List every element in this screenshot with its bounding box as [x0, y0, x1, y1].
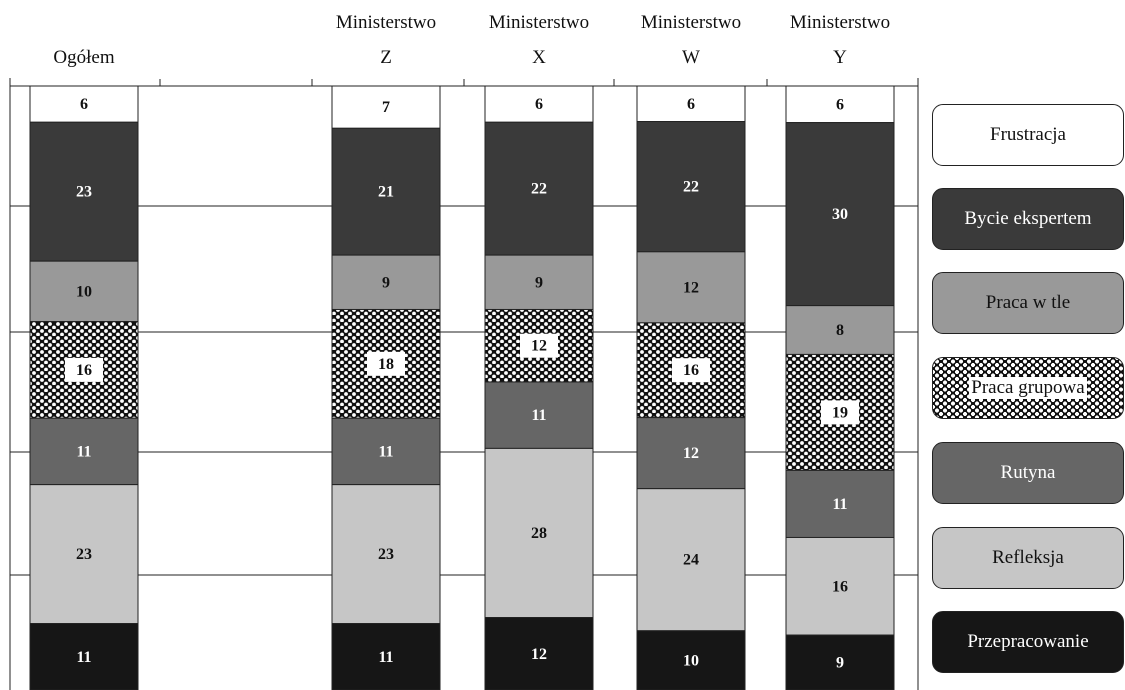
bar-segment-bycie-ekspertem-ogolem	[29, 121, 139, 262]
legend-label: Rutyna	[1000, 462, 1056, 483]
legend-item-refleksja: Refleksja	[932, 527, 1124, 589]
data-label: 18	[378, 356, 394, 373]
bar-segment-bycie-ekspertem-ministerstwo-y	[785, 122, 895, 307]
category-label: W	[682, 47, 700, 68]
data-label: 9	[836, 655, 844, 672]
data-label: 24	[683, 552, 699, 569]
data-label: 9	[382, 274, 390, 291]
legend-item-frustracja: Frustracja	[932, 104, 1124, 166]
bar-segment-przepracowanie-ministerstwo-x	[484, 617, 594, 690]
bar-segment-bycie-ekspertem-ministerstwo-z	[331, 127, 441, 256]
data-label: 23	[76, 546, 92, 563]
bar-segment-refleksja-ministerstwo-w	[636, 488, 746, 632]
category-label: Ministerstwo	[336, 12, 436, 33]
category-label: Y	[833, 47, 847, 68]
bar-segment-rutyna-ministerstwo-z	[331, 417, 441, 486]
data-label: 16	[832, 578, 848, 595]
bar-segment-praca-w-tle-ministerstwo-w	[636, 251, 746, 324]
bar-segment-refleksja-ministerstwo-z	[331, 484, 441, 625]
category-label: Ministerstwo	[790, 12, 890, 33]
data-label: 16	[683, 362, 699, 379]
data-label: 30	[832, 206, 848, 223]
data-label: 22	[531, 181, 547, 198]
category-label: Ministerstwo	[489, 12, 589, 33]
bar-segment-przepracowanie-ministerstwo-w	[636, 630, 746, 690]
bar-segment-praca-w-tle-ministerstwo-x	[484, 254, 594, 310]
data-label: 11	[76, 443, 91, 460]
bar-segment-rutyna-ministerstwo-y	[785, 469, 895, 538]
legend-item-praca-w-tle: Praca w tle	[932, 272, 1124, 334]
data-label-background	[520, 333, 558, 358]
data-label: 11	[531, 407, 546, 424]
legend-label: Praca grupowa	[969, 377, 1087, 399]
bar-segment-refleksja-ogolem	[29, 484, 139, 625]
data-label: 12	[531, 646, 547, 663]
bar-segment-refleksja-ministerstwo-x	[484, 447, 594, 619]
data-label: 12	[531, 338, 547, 355]
bar-segment-rutyna-ogolem	[29, 417, 139, 486]
data-label: 10	[76, 283, 92, 300]
data-label-background	[672, 358, 710, 383]
category-label: X	[532, 47, 546, 68]
category-headers: Ogółem Ministerstwo Z Ministerstwo X Minister…	[53, 12, 890, 68]
bar-segment-przepracowanie-ogolem	[29, 623, 139, 690]
data-label: 21	[378, 184, 394, 201]
data-label: 11	[76, 649, 91, 666]
data-label: 23	[378, 546, 394, 563]
data-label: 9	[535, 274, 543, 291]
data-label: 23	[76, 184, 92, 201]
data-label: 12	[683, 279, 699, 296]
bar-segment-przepracowanie-ministerstwo-y	[785, 634, 895, 690]
data-label: 16	[76, 362, 92, 379]
legend-item-przepracowanie: Przepracowanie	[932, 611, 1124, 673]
data-label-background	[65, 357, 103, 382]
bar-segment-frustracja-ogolem	[29, 85, 139, 123]
data-label: 6	[836, 96, 844, 113]
data-label: 22	[683, 179, 699, 196]
bar-segment-bycie-ekspertem-ministerstwo-w	[636, 121, 746, 253]
legend-item-bycie-ekspertem: Bycie ekspertem	[932, 188, 1124, 250]
gridlines	[9, 78, 919, 690]
data-label: 12	[683, 445, 699, 462]
bar-segment-praca-w-tle-ogolem	[29, 260, 139, 323]
legend-label: Przepracowanie	[967, 631, 1089, 652]
data-label: 8	[836, 322, 844, 339]
bar-segment-frustracja-ministerstwo-y	[785, 85, 895, 124]
bar-segment-przepracowanie-ministerstwo-z	[331, 623, 441, 690]
data-label: 28	[531, 525, 547, 542]
data-label: 11	[378, 443, 393, 460]
bar-segment-frustracja-ministerstwo-x	[484, 85, 594, 123]
legend-item-praca-grupowa: Praca grupowa	[932, 357, 1124, 419]
legend-label: Praca w tle	[985, 292, 1071, 313]
data-label: 6	[687, 96, 695, 113]
category-label: Ministerstwo	[641, 12, 741, 33]
category-label: Z	[380, 47, 392, 68]
legend-item-rutyna: Rutyna	[932, 442, 1124, 504]
data-label-background	[367, 351, 405, 376]
data-label: 7	[382, 99, 390, 116]
legend-label: Frustracja	[990, 124, 1066, 145]
data-label: 6	[80, 96, 88, 113]
category-label: Ogółem	[53, 47, 114, 68]
data-label-background	[821, 400, 859, 425]
bar-segment-praca-w-tle-ministerstwo-y	[785, 305, 895, 355]
legend-label: Refleksja	[992, 547, 1064, 568]
data-label: 19	[832, 404, 848, 421]
bar-segment-refleksja-ministerstwo-y	[785, 536, 895, 636]
bar-segment-frustracja-ministerstwo-z	[331, 85, 441, 129]
data-label: 11	[832, 496, 847, 513]
legend-label: Bycie ekspertem	[964, 208, 1092, 229]
bar-segment-bycie-ekspertem-ministerstwo-x	[484, 121, 594, 256]
data-label: 6	[535, 96, 543, 113]
data-label: 10	[683, 652, 699, 669]
bars: 6 23 10 16 11 23 11 7 21 9 18 11 23 11 6 22 9 12 11 28 12 6 22…	[29, 85, 895, 690]
data-label: 11	[378, 649, 393, 666]
bar-segment-rutyna-ministerstwo-x	[484, 381, 594, 449]
